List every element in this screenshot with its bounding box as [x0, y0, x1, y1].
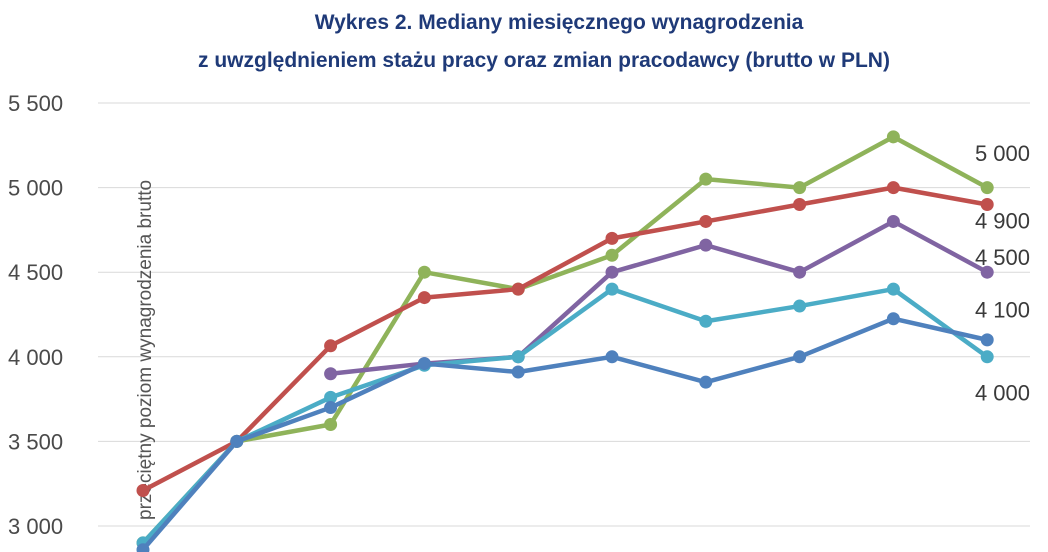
data-point-0-5 — [605, 248, 619, 262]
data-point-0-7 — [793, 181, 807, 195]
data-point-1-7 — [793, 198, 807, 212]
y-axis-ticks: 3 000 3 500 4 000 4 500 5 000 5 500 — [8, 91, 63, 539]
data-point-2-6 — [886, 214, 900, 228]
y-tick-label: 4 000 — [8, 345, 63, 370]
y-tick-label: 3 500 — [8, 429, 63, 454]
end-value-labels: 5 000 4 900 4 500 4 100 4 000 — [975, 141, 1030, 405]
series-lines — [136, 130, 994, 552]
data-point-1-0 — [136, 483, 150, 497]
data-point-0-3 — [417, 265, 431, 279]
data-point-1-9 — [980, 198, 994, 212]
end-value-label: 5 000 — [975, 141, 1030, 166]
data-point-1-2 — [324, 339, 338, 353]
data-point-4-5 — [605, 350, 619, 364]
data-point-0-2 — [324, 417, 338, 431]
data-point-1-8 — [886, 181, 900, 195]
data-point-3-8 — [886, 282, 900, 296]
y-tick-label: 4 500 — [8, 260, 63, 285]
data-point-4-1 — [230, 434, 244, 448]
data-point-3-5 — [605, 282, 619, 296]
data-point-3-9 — [980, 350, 994, 364]
data-point-4-8 — [886, 312, 900, 326]
y-tick-label: 5 000 — [8, 176, 63, 201]
data-point-0-8 — [886, 130, 900, 144]
series-line-0 — [141, 134, 989, 545]
series-3 — [136, 282, 994, 550]
data-point-1-3 — [417, 291, 431, 305]
data-point-2-5 — [793, 265, 807, 279]
chart-title: Wykres 2. Mediany miesięcznego wynagrodz… — [0, 4, 1048, 80]
end-value-label: 4 500 — [975, 245, 1030, 270]
y-axis-label: przeciętny poziom wynagrodzenia brutto — [135, 180, 156, 520]
data-point-3-6 — [699, 314, 713, 328]
data-point-1-6 — [699, 214, 713, 228]
data-point-3-7 — [793, 299, 807, 313]
y-tick-label: 5 500 — [8, 91, 63, 116]
y-tick-label: 3 000 — [8, 514, 63, 539]
end-value-label: 4 900 — [975, 209, 1030, 234]
data-point-2-4 — [699, 238, 713, 252]
chart-title-line-1: Wykres 2. Mediany miesięcznego wynagrodz… — [314, 11, 804, 34]
end-value-label: 4 100 — [975, 297, 1030, 322]
series-line-3 — [141, 286, 989, 545]
series-1 — [136, 181, 994, 497]
data-point-2-7 — [980, 265, 994, 279]
data-point-4-3 — [417, 357, 431, 371]
data-point-3-4 — [511, 350, 525, 364]
data-point-0-6 — [699, 172, 713, 186]
data-point-4-0 — [136, 543, 150, 552]
data-point-2-0 — [324, 367, 338, 381]
end-value-label: 4 000 — [975, 380, 1030, 405]
data-point-1-4 — [511, 282, 525, 296]
series-4 — [136, 312, 994, 552]
data-point-4-6 — [699, 375, 713, 389]
chart-title-line-2: z uwzględnieniem stażu pracy oraz zmian … — [198, 49, 890, 72]
series-line-1 — [141, 185, 988, 493]
data-point-2-3 — [605, 265, 619, 279]
data-point-0-9 — [980, 181, 994, 195]
data-point-4-7 — [793, 350, 807, 364]
data-point-4-9 — [980, 333, 994, 347]
data-point-3-2 — [324, 390, 338, 404]
data-point-4-4 — [511, 365, 525, 379]
data-point-1-5 — [605, 231, 619, 245]
grid-lines — [98, 102, 1030, 527]
series-line-4 — [141, 316, 988, 552]
data-point-4-2 — [324, 401, 338, 415]
